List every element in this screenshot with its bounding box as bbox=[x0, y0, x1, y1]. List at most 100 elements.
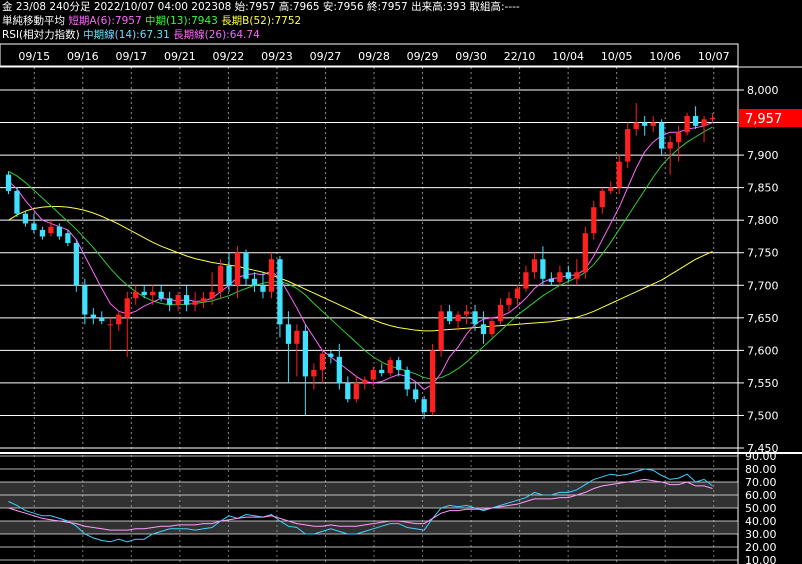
candle-up bbox=[438, 311, 444, 351]
candle-down bbox=[548, 278, 555, 283]
candle-down bbox=[73, 242, 79, 286]
candle-down bbox=[251, 278, 258, 286]
ma-long-legend: 長期B(52):7752 bbox=[221, 15, 302, 27]
date-tick-label: 10/05 bbox=[601, 50, 633, 63]
candle-up bbox=[608, 187, 614, 191]
date-tick-label: 09/17 bbox=[115, 50, 147, 63]
rsi-tick-label: 60.00 bbox=[745, 489, 777, 502]
candle-up bbox=[489, 321, 495, 335]
rsi-mid-line bbox=[8, 468, 713, 543]
date-tick-label: 10/04 bbox=[552, 50, 584, 63]
candle-up bbox=[268, 259, 275, 292]
candle-down bbox=[158, 291, 164, 299]
candle-down bbox=[379, 369, 385, 374]
candle-down bbox=[22, 213, 29, 224]
price-tick-label: 7,550 bbox=[747, 377, 779, 390]
candle-up bbox=[675, 132, 682, 143]
candle-up bbox=[234, 252, 241, 286]
candle-down bbox=[659, 122, 665, 149]
date-tick-label: 09/15 bbox=[18, 50, 50, 63]
candle-up bbox=[150, 291, 156, 296]
candle-down bbox=[65, 233, 71, 243]
candle-down bbox=[90, 314, 96, 318]
candle-up bbox=[192, 301, 198, 305]
candle-up bbox=[294, 330, 300, 344]
ma-short-legend: 短期A(6):7957 bbox=[68, 15, 142, 27]
candle-up bbox=[599, 190, 605, 208]
date-tick-label: 09/27 bbox=[310, 50, 342, 63]
rsi-legend: RSI(相対力指数) 中期線(14):67.31 長期線(26):64.74 bbox=[2, 28, 260, 42]
rsi-tick-label: 30.00 bbox=[745, 528, 777, 541]
candle-up bbox=[667, 142, 673, 149]
candle-up bbox=[523, 272, 529, 289]
candle-up bbox=[48, 226, 54, 234]
date-tick-label: 10/07 bbox=[698, 50, 730, 63]
date-tick-label: 09/22 bbox=[213, 50, 245, 63]
ma-legend-title: 単純移動平均 bbox=[2, 15, 65, 27]
candle-up bbox=[429, 350, 436, 413]
candle-down bbox=[183, 295, 190, 305]
price-tick-label: 7,900 bbox=[747, 149, 779, 162]
candle-up bbox=[463, 311, 470, 315]
quote-info: 金 23/08 240分足 2022/10/07 04:00 202308 始:… bbox=[2, 1, 520, 13]
last-price-box bbox=[739, 108, 802, 127]
candle-down bbox=[99, 317, 105, 322]
price-tick-label: 7,850 bbox=[747, 182, 779, 195]
candle-up bbox=[133, 291, 139, 299]
candle-down bbox=[260, 285, 266, 292]
candle-down bbox=[480, 324, 487, 335]
candle-up bbox=[625, 129, 631, 162]
price-tick-label: 7,600 bbox=[747, 344, 779, 357]
candle-down bbox=[302, 330, 309, 377]
candle-up bbox=[591, 207, 597, 234]
candle-up bbox=[200, 298, 207, 302]
price-tick-label: 8,000 bbox=[747, 84, 779, 97]
candle-down bbox=[345, 382, 351, 400]
candle-down bbox=[404, 369, 410, 390]
candle-down bbox=[396, 360, 402, 370]
rsi-tick-label: 50.00 bbox=[745, 502, 777, 515]
rsi-tick-label: 20.00 bbox=[745, 541, 777, 554]
candle-down bbox=[565, 272, 571, 279]
candle-up bbox=[531, 259, 538, 273]
candle-down bbox=[39, 229, 46, 237]
rsi-tick-label: 70.00 bbox=[745, 476, 777, 489]
candle-down bbox=[167, 298, 173, 305]
rsi-long-legend: 長期線(26):64.74 bbox=[173, 29, 260, 41]
candle-down bbox=[82, 285, 88, 315]
candle-up bbox=[455, 314, 461, 322]
candle-down bbox=[226, 265, 232, 286]
candle-up bbox=[701, 119, 707, 126]
date-tick-label: 22/10 bbox=[504, 50, 536, 63]
candle-up bbox=[497, 304, 504, 322]
candle-up bbox=[116, 314, 122, 325]
date-tick-label: 09/29 bbox=[407, 50, 439, 63]
rsi-legend-title: RSI(相対力指数) bbox=[2, 29, 80, 41]
rsi-tick-label: 10.00 bbox=[745, 554, 777, 564]
candle-down bbox=[141, 291, 147, 296]
candle-up bbox=[362, 379, 368, 383]
rsi-mid-legend: 中期線(14):67.31 bbox=[83, 29, 170, 41]
candle-up bbox=[574, 272, 580, 279]
price-tick-label: 7,750 bbox=[747, 247, 779, 260]
candle-down bbox=[642, 122, 648, 126]
candle-up bbox=[616, 161, 622, 188]
candle-up bbox=[124, 298, 130, 318]
price-tick-label: 7,800 bbox=[747, 214, 779, 227]
ma-legend: 単純移動平均 短期A(6):7957 中期(13):7943 長期B(52):7… bbox=[2, 14, 301, 28]
date-tick-label: 10/06 bbox=[649, 50, 681, 63]
date-tick-label: 09/21 bbox=[164, 50, 196, 63]
price-tick-label: 7,700 bbox=[747, 279, 779, 292]
candle-up bbox=[209, 291, 215, 299]
candle-up bbox=[175, 295, 181, 305]
candle-down bbox=[31, 223, 37, 230]
candle-up bbox=[709, 117, 716, 120]
price-tick-label: 7,500 bbox=[747, 409, 779, 422]
candle-down bbox=[692, 116, 699, 126]
candle-down bbox=[336, 356, 342, 383]
candle-down bbox=[56, 226, 63, 237]
candle-down bbox=[540, 259, 546, 279]
price-tick-label: 7,450 bbox=[747, 442, 779, 455]
date-tick-label: 09/28 bbox=[358, 50, 390, 63]
